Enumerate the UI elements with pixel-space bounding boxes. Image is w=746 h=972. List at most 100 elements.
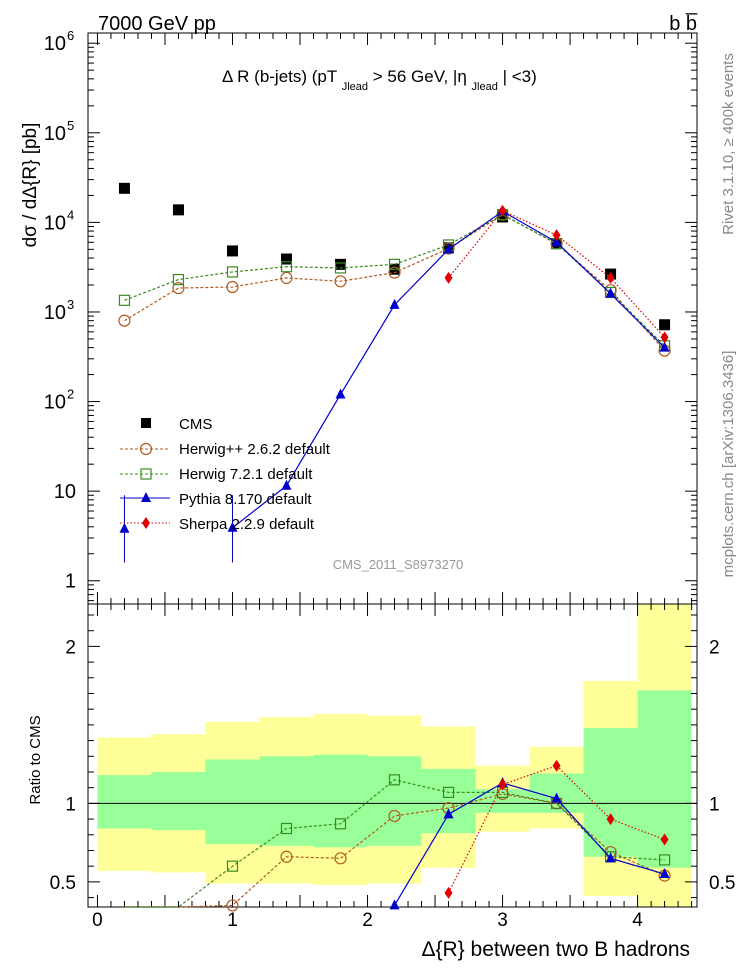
- main-point-cms: [335, 258, 347, 270]
- legend-entry-herwigpp: Herwig++ 2.6.2 default: [120, 441, 331, 458]
- title-sub1: Jlead: [342, 81, 368, 93]
- header-left: 7000 GeV pp: [98, 13, 216, 35]
- y-tick-label: 10: [44, 392, 66, 414]
- main-point-herwig7: [280, 261, 293, 273]
- legend-marker-cms: [141, 418, 151, 428]
- ratio-point-herwigpp: [334, 852, 347, 865]
- main-point-herwig7: [388, 258, 401, 270]
- ratio-band-green-5: [367, 756, 422, 846]
- x-tick-label: 3: [497, 910, 508, 931]
- legend-marker-pythia: [141, 492, 151, 502]
- ratio-point-sherpa: [444, 886, 453, 899]
- header-right: b b̅: [669, 12, 697, 35]
- ratio-point-herwig7: [334, 818, 347, 830]
- x-tick-label: 4: [632, 910, 643, 931]
- ratio-y-tick-label-left: 1: [65, 794, 76, 815]
- main-point-herwigpp: [280, 271, 293, 285]
- main-point-herwigpp: [118, 314, 131, 327]
- main-point-herwig7: [172, 273, 185, 286]
- main-point-sherpa: [606, 271, 615, 284]
- ratio-point-herwig7: [226, 860, 239, 872]
- main-point-sherpa: [444, 271, 453, 284]
- svg-text:Δ R (b-jets) (pT J: Δ R (b-jets) (pT Jlead > 56 GeV, |η Jlea…: [222, 67, 537, 94]
- title-mid: > 56 GeV, |η: [373, 67, 467, 86]
- legend-marker-sherpa: [142, 517, 150, 529]
- main-point-herwig7: [226, 266, 239, 278]
- ratio-point-herwig7: [388, 774, 401, 786]
- main-point-pythia: [281, 479, 292, 490]
- main-line-sherpa: [448, 209, 666, 338]
- ratio-point-herwig7: [658, 854, 671, 866]
- main-point-pythia: [335, 388, 346, 399]
- main-point-cms: [226, 245, 238, 257]
- ratio-band-green-3: [259, 756, 314, 846]
- main-point-cms: [118, 182, 130, 194]
- ratio-y-tick-label-right: 0.5: [709, 873, 735, 894]
- watermark: CMS_2011_S8973270: [333, 557, 464, 572]
- main-line-herwigpp: [124, 213, 666, 352]
- ratio-point-herwigpp: [388, 809, 401, 823]
- y-tick-label: 1: [65, 571, 76, 593]
- main-point-herwigpp: [226, 280, 239, 294]
- main-point-pythia: [605, 287, 616, 298]
- ratio-point-sherpa: [606, 813, 615, 826]
- ratio-y-tick-label-left: 0.5: [50, 873, 76, 894]
- ratio-band-green-4: [313, 754, 368, 848]
- ratio-point-sherpa: [552, 759, 561, 772]
- y-tick-label-exponent: 4: [67, 207, 74, 222]
- y-tick-label: 10: [54, 481, 76, 503]
- ratio-point-herwig7: [442, 786, 455, 798]
- ratio-line-herwig7: [124, 779, 665, 908]
- main-point-cms: [659, 319, 671, 331]
- x-tick-label: 1: [227, 910, 238, 931]
- main-point-cms: [497, 211, 509, 223]
- ratio-point-herwigpp: [226, 899, 239, 912]
- y-tick-label: 10: [44, 123, 66, 145]
- legend-label-herwigpp: Herwig++ 2.6.2 default: [179, 441, 331, 458]
- mcplots-label: mcplots.cern.ch [arXiv:1306.3436]: [720, 351, 737, 578]
- y-tick-label-exponent: 3: [67, 297, 74, 312]
- main-point-pythia: [119, 522, 130, 533]
- main-point-cms: [172, 204, 184, 216]
- main-point-pythia: [389, 298, 400, 309]
- x-tick-label: 2: [362, 910, 373, 931]
- ratio-point-pythia: [389, 899, 400, 910]
- legend-entry-sherpa: Sherpa 2.2.9 default: [120, 516, 315, 533]
- legend-marker-herwig7: [140, 468, 152, 480]
- main-line-herwig7: [124, 213, 666, 347]
- legend-label-cms: CMS: [179, 416, 212, 433]
- ratio-point-herwig7: [280, 822, 293, 835]
- ratio-band-green-1: [151, 771, 206, 831]
- ratio-line-herwigpp: [124, 793, 665, 908]
- legend-entry-cms: CMS: [141, 416, 212, 433]
- main-point-herwig7: [334, 262, 347, 274]
- main-point-herwigpp: [388, 266, 401, 279]
- main-title: Δ R (b-jets) (pT Jlead > 56 GeV, |η Jlea…: [222, 67, 537, 94]
- title-main: Δ R: [222, 67, 249, 86]
- ratio-band-green-0: [97, 775, 152, 829]
- y-tick-label-exponent: 5: [67, 118, 74, 133]
- ratio-point-pythia: [443, 808, 454, 819]
- main-y-axis-label: dσ / dΔ{R} [pb]: [20, 123, 41, 248]
- y-tick-label-exponent: 2: [67, 387, 74, 402]
- x-axis-label: Δ{R} between two B hadrons: [421, 938, 690, 961]
- y-tick-label: 10: [44, 302, 66, 324]
- legend-label-pythia: Pythia 8.170 default: [179, 491, 312, 508]
- ratio-y-tick-label-left: 2: [65, 637, 76, 658]
- main-point-pythia: [443, 243, 454, 254]
- x-tick-label: 0: [92, 910, 103, 931]
- ratio-band-green-6: [421, 768, 476, 834]
- main-point-sherpa: [552, 229, 561, 242]
- main-point-herwigpp: [172, 281, 185, 295]
- ratio-point-pythia: [605, 852, 616, 863]
- ratio-point-sherpa: [660, 833, 669, 846]
- ratio-y-axis-label: Ratio to CMS: [27, 715, 44, 804]
- legend: CMS Herwig++ 2.6.2 default Herwig 7.2.1 …: [120, 416, 331, 533]
- ratio-line-pythia: [394, 782, 665, 906]
- ratio-band-green-7: [475, 789, 530, 813]
- ratio-line-sherpa: [448, 765, 665, 894]
- main-point-herwig7: [118, 294, 131, 306]
- legend-entry-pythia: Pythia 8.170 default: [120, 491, 312, 508]
- y-tick-label: 10: [44, 212, 66, 234]
